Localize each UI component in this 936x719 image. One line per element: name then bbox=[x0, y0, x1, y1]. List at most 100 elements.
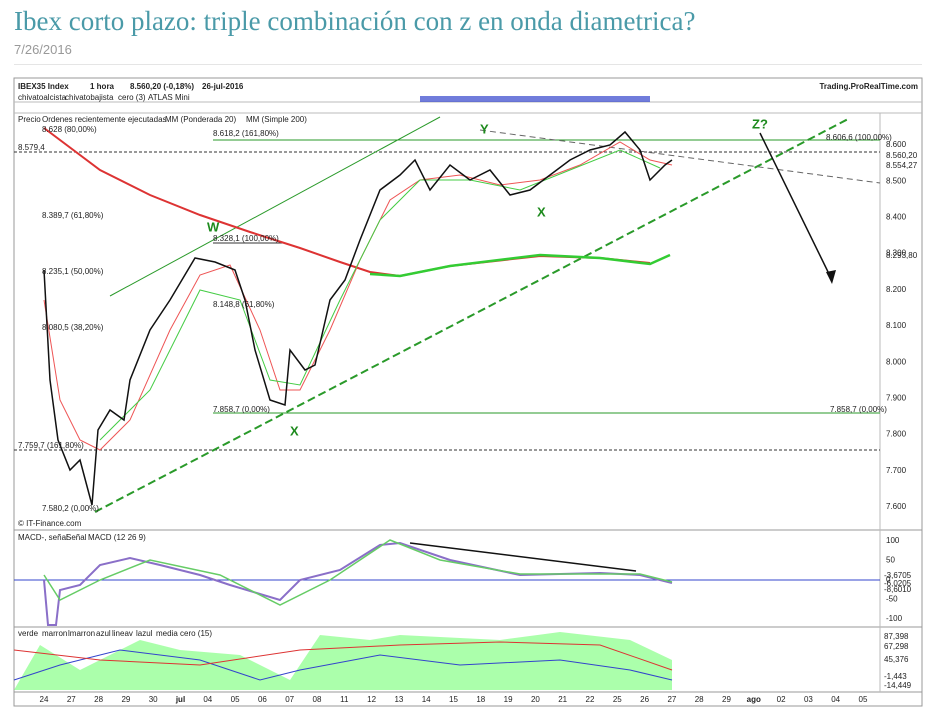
fib-label: 7.580,2 (0,00%) bbox=[42, 504, 99, 513]
legend-entry: media bbox=[156, 629, 178, 638]
chart-frame bbox=[13, 77, 923, 707]
ma-20 bbox=[43, 141, 673, 451]
divider bbox=[14, 64, 922, 65]
osc-tag: -1,443 bbox=[884, 672, 907, 681]
date-label: 22 bbox=[586, 695, 595, 704]
price-line bbox=[43, 130, 673, 506]
date-label: 11 bbox=[340, 695, 349, 704]
atlas-bars bbox=[420, 96, 650, 102]
wave-label: W bbox=[207, 219, 220, 234]
date-label: 02 bbox=[777, 695, 786, 704]
fib-label: 8.618,2 (161,80%) bbox=[213, 129, 279, 138]
fib-label: 7.759,7 (161,80%) bbox=[18, 441, 84, 450]
osc-line bbox=[13, 641, 673, 671]
osc-area bbox=[14, 632, 672, 690]
legend-entry: lineav bbox=[112, 629, 133, 638]
legend-entry: cero (15) bbox=[180, 629, 212, 638]
macd-axis-label: 100 bbox=[886, 536, 900, 545]
fib-label: 8.148,8 (61,80%) bbox=[213, 300, 275, 309]
price-axis-label: 8.100 bbox=[886, 321, 907, 330]
macd-tag: -3,6705 bbox=[884, 571, 912, 580]
ma-green bbox=[99, 149, 661, 441]
price-axis-label: 8.300 bbox=[886, 249, 907, 258]
legend-entry: Señal bbox=[66, 533, 87, 542]
signal-line bbox=[43, 539, 673, 606]
date-label: 28 bbox=[695, 695, 704, 704]
date-label: 04 bbox=[203, 695, 212, 704]
date-label: 19 bbox=[504, 695, 513, 704]
date-label: 29 bbox=[722, 695, 731, 704]
macd-tag: -6,0205 bbox=[884, 579, 912, 588]
wave-label: X bbox=[290, 423, 299, 438]
indicator-tag: ATLAS Mini bbox=[148, 93, 190, 102]
legend-entry: Precio bbox=[18, 115, 41, 124]
header-text: 26-jul-2016 bbox=[202, 82, 244, 91]
legend-entry: MACD (12 26 9) bbox=[88, 533, 146, 542]
price-tag: 8.560,20 bbox=[886, 151, 918, 160]
indicator-tag: chivatobajista bbox=[65, 93, 114, 102]
legend-entry: Ordenes recientemente ejecutadas bbox=[42, 115, 167, 124]
osc-tag: 87,398 bbox=[884, 632, 909, 641]
date-label: ago bbox=[747, 695, 761, 704]
price-axis-label: 8.400 bbox=[886, 213, 907, 222]
legend-entry: azul bbox=[96, 629, 111, 638]
price-axis-label: 7.900 bbox=[886, 394, 907, 403]
header-source: Trading.ProRealTime.com bbox=[819, 82, 918, 91]
ma-200-green bbox=[369, 253, 671, 278]
legend-entry: marron bbox=[42, 629, 67, 638]
fib-label: 8.235,1 (50,00%) bbox=[42, 267, 104, 276]
date-label: 05 bbox=[231, 695, 240, 704]
indicator-tag: chivatoalcista bbox=[18, 93, 67, 102]
fib-label: 8.080,5 (38,20%) bbox=[42, 323, 104, 332]
date-label: 21 bbox=[558, 695, 567, 704]
osc-tag: 67,298 bbox=[884, 642, 909, 651]
date-label: jul bbox=[175, 695, 185, 704]
date-label: 15 bbox=[449, 695, 458, 704]
macd-axis-label: 50 bbox=[886, 556, 895, 565]
fib-label: 8.606,6 (100,00%) bbox=[826, 133, 892, 142]
date-label: 18 bbox=[476, 695, 485, 704]
header-text: IBEX35 Index bbox=[18, 82, 69, 91]
indicator-tag: cero (3) bbox=[118, 93, 146, 102]
fib-label: 8.628 (80,00%) bbox=[42, 125, 97, 134]
date-label: 13 bbox=[394, 695, 403, 704]
copyright: © IT-Finance.com bbox=[18, 519, 82, 528]
osc-tag: -14,449 bbox=[884, 681, 912, 690]
date-label: 06 bbox=[258, 695, 267, 704]
price-axis-label: 8.200 bbox=[886, 285, 907, 294]
trend-line bbox=[109, 116, 441, 297]
price-axis-label: 8.600 bbox=[886, 140, 907, 149]
trend-line bbox=[479, 129, 881, 184]
date-label: 08 bbox=[313, 695, 322, 704]
price-tag: 8.293,80 bbox=[886, 251, 918, 260]
fib-label: 8.389,7 (61,80%) bbox=[42, 211, 104, 220]
header-text: 1 hora bbox=[90, 82, 115, 91]
date-label: 05 bbox=[859, 695, 868, 704]
price-axis-label: 7.700 bbox=[886, 466, 907, 475]
macd-tag: -8,6010 bbox=[884, 585, 912, 594]
price-axis-label: 7.600 bbox=[886, 502, 907, 511]
trend-line bbox=[94, 117, 851, 513]
arrow bbox=[409, 542, 637, 572]
fib-label: 8.579,4 bbox=[18, 143, 45, 152]
date-label: 03 bbox=[804, 695, 813, 704]
macd-axis-label: -50 bbox=[886, 595, 898, 604]
price-axis-label: 8.000 bbox=[886, 357, 907, 366]
price-axis-label: 7.800 bbox=[886, 430, 907, 439]
date-label: 29 bbox=[121, 695, 130, 704]
post-date: 7/26/2016 bbox=[14, 42, 72, 57]
date-label: 28 bbox=[94, 695, 103, 704]
fib-label: 7.858,7 (0,00%) bbox=[213, 405, 270, 414]
macd-axis-label: 0 bbox=[886, 575, 891, 584]
date-label: 26 bbox=[640, 695, 649, 704]
legend-entry: MM (Simple 200) bbox=[246, 115, 307, 124]
arrowhead bbox=[826, 270, 836, 284]
arrow bbox=[759, 132, 833, 281]
legend-entry: verde bbox=[18, 629, 39, 638]
legend-entry: MM (Ponderada 20) bbox=[165, 115, 236, 124]
date-label: 27 bbox=[67, 695, 76, 704]
wave-label: Z? bbox=[752, 116, 768, 131]
post-title: Ibex corto plazo: triple combinación con… bbox=[14, 6, 696, 36]
fib-label: 8.328,1 (100,00%) bbox=[213, 234, 279, 243]
date-label: 14 bbox=[422, 695, 431, 704]
